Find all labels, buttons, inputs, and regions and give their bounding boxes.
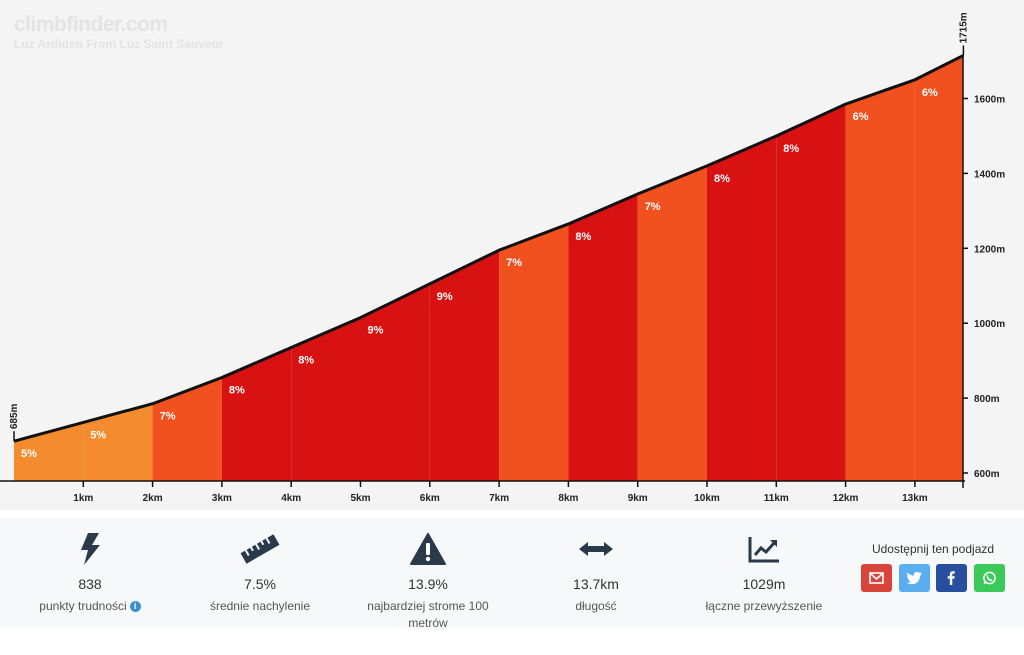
- gradient-label: 6%: [853, 111, 869, 123]
- stat-average-gradient: 7.5% średnie nachylenie: [170, 532, 350, 615]
- segment-bar-12: [776, 104, 846, 482]
- gradient-label: 6%: [922, 87, 938, 99]
- x-tick-label: 10km: [694, 493, 720, 504]
- twitter-icon: [906, 571, 922, 585]
- y-tick-label: 800m: [974, 394, 1000, 405]
- trend-chart-icon: [674, 532, 854, 566]
- stat-value: 838: [78, 576, 102, 592]
- end-elevation-label: 1715m: [958, 12, 969, 43]
- gradient-label: 9%: [368, 325, 384, 337]
- share-facebook-button[interactable]: [936, 564, 968, 592]
- email-icon: [869, 572, 885, 584]
- y-tick-label: 1000m: [974, 319, 1005, 330]
- x-tick-label: 7km: [489, 493, 509, 504]
- gradient-label: 8%: [575, 231, 591, 243]
- x-tick-label: 2km: [143, 493, 163, 504]
- segment-bar-10: [637, 165, 707, 481]
- stat-value: 7.5%: [244, 576, 276, 592]
- info-icon[interactable]: i: [129, 601, 141, 613]
- segment-bar-7: [429, 250, 500, 481]
- whatsapp-icon: [982, 571, 996, 585]
- gradient-label: 7%: [506, 257, 522, 269]
- stats-bar: 838 punkty trudności i 7.5% średnie nachy…: [0, 518, 1024, 630]
- horizontal-arrows-icon: [506, 532, 686, 566]
- gradient-label: 5%: [21, 448, 37, 460]
- segment-bar-6: [360, 283, 430, 481]
- x-tick-label: 3km: [212, 493, 232, 504]
- x-tick-label: 11km: [764, 493, 789, 504]
- gradient-label: 8%: [298, 355, 314, 367]
- segment-bar-11: [707, 135, 777, 481]
- segment-bar-14: [914, 55, 964, 482]
- x-tick-label: 5km: [350, 493, 370, 504]
- watermark: climbfinder.com Luz Ardiden From Luz Sai…: [14, 14, 224, 52]
- y-tick-label: 600m: [974, 469, 1000, 480]
- lightning-icon: [0, 532, 180, 566]
- gradient-label: 7%: [160, 411, 176, 423]
- elevation-chart: 5% 5% 7% 8% 8% 9% 9% 7% 8% 7% 8% 8% 6% 6% 1km 2km 3km 4km…: [0, 0, 1024, 510]
- x-tick-label: 1km: [73, 493, 93, 504]
- stat-steepest-100m: 13.9% najbardziej strome 100 metrów: [338, 532, 518, 632]
- stat-elevation-gain: 1029m łączne przewyższenie: [674, 532, 854, 615]
- x-tick-label: 4km: [281, 493, 301, 504]
- start-elevation-label: 685m: [9, 403, 20, 429]
- segment-bar-5: [291, 317, 361, 481]
- gradient-label: 5%: [90, 429, 106, 441]
- segment-bar-2: [83, 403, 153, 481]
- elevation-profile-svg: 5% 5% 7% 8% 8% 9% 9% 7% 8% 7% 8% 8% 6% 6% 1km 2km 3km 4km…: [0, 12, 1005, 504]
- stat-length: 13.7km długość: [506, 532, 686, 615]
- stat-label: łączne przewyższenie: [705, 599, 823, 613]
- segment-bar-3: [152, 377, 222, 481]
- stat-label: najbardziej strome 100 metrów: [367, 599, 489, 630]
- stat-label: punkty trudności i: [0, 598, 180, 615]
- share-title: Udostępnij ten podjazd: [871, 542, 995, 556]
- ruler-icon: [170, 532, 350, 566]
- gradient-label: 8%: [783, 143, 799, 155]
- segment-bar-9: [568, 193, 638, 481]
- stat-value: 1029m: [742, 576, 786, 592]
- stat-label: średnie nachylenie: [209, 599, 311, 613]
- gradient-label: 8%: [229, 385, 245, 397]
- y-tick-label: 1600m: [974, 95, 1005, 106]
- x-tick-label: 8km: [558, 493, 578, 504]
- gradient-label: 9%: [437, 291, 453, 303]
- share-email-button[interactable]: [861, 564, 893, 592]
- y-tick-label: 1200m: [974, 244, 1005, 255]
- segment-bar-8: [499, 223, 569, 481]
- segment-bar-4: [221, 347, 292, 481]
- watermark-subtitle: Luz Ardiden From Luz Saint Sauveur: [14, 37, 224, 51]
- share-panel: Udostępnij ten podjazd: [858, 542, 1008, 592]
- watermark-brand: climbfinder.com: [14, 13, 168, 36]
- x-tick-label: 6km: [420, 493, 440, 504]
- x-tick-label: 9km: [628, 493, 648, 504]
- y-tick-label: 1400m: [974, 169, 1005, 180]
- x-tick-label: 13km: [902, 493, 928, 504]
- profile-line: [13, 54, 965, 443]
- stat-difficulty: 838 punkty trudności i: [0, 532, 180, 615]
- segment-bar-13: [845, 79, 915, 482]
- stat-value: 13.7km: [573, 576, 619, 592]
- warning-icon: [338, 532, 518, 566]
- gradient-label: 8%: [714, 173, 730, 185]
- share-whatsapp-button[interactable]: [973, 564, 1005, 592]
- share-twitter-button[interactable]: [898, 564, 930, 592]
- stat-value: 13.9%: [408, 576, 448, 592]
- facebook-icon: [947, 571, 956, 585]
- x-tick-label: 12km: [833, 493, 859, 504]
- stat-label: długość: [575, 599, 617, 613]
- gradient-label: 7%: [645, 201, 661, 213]
